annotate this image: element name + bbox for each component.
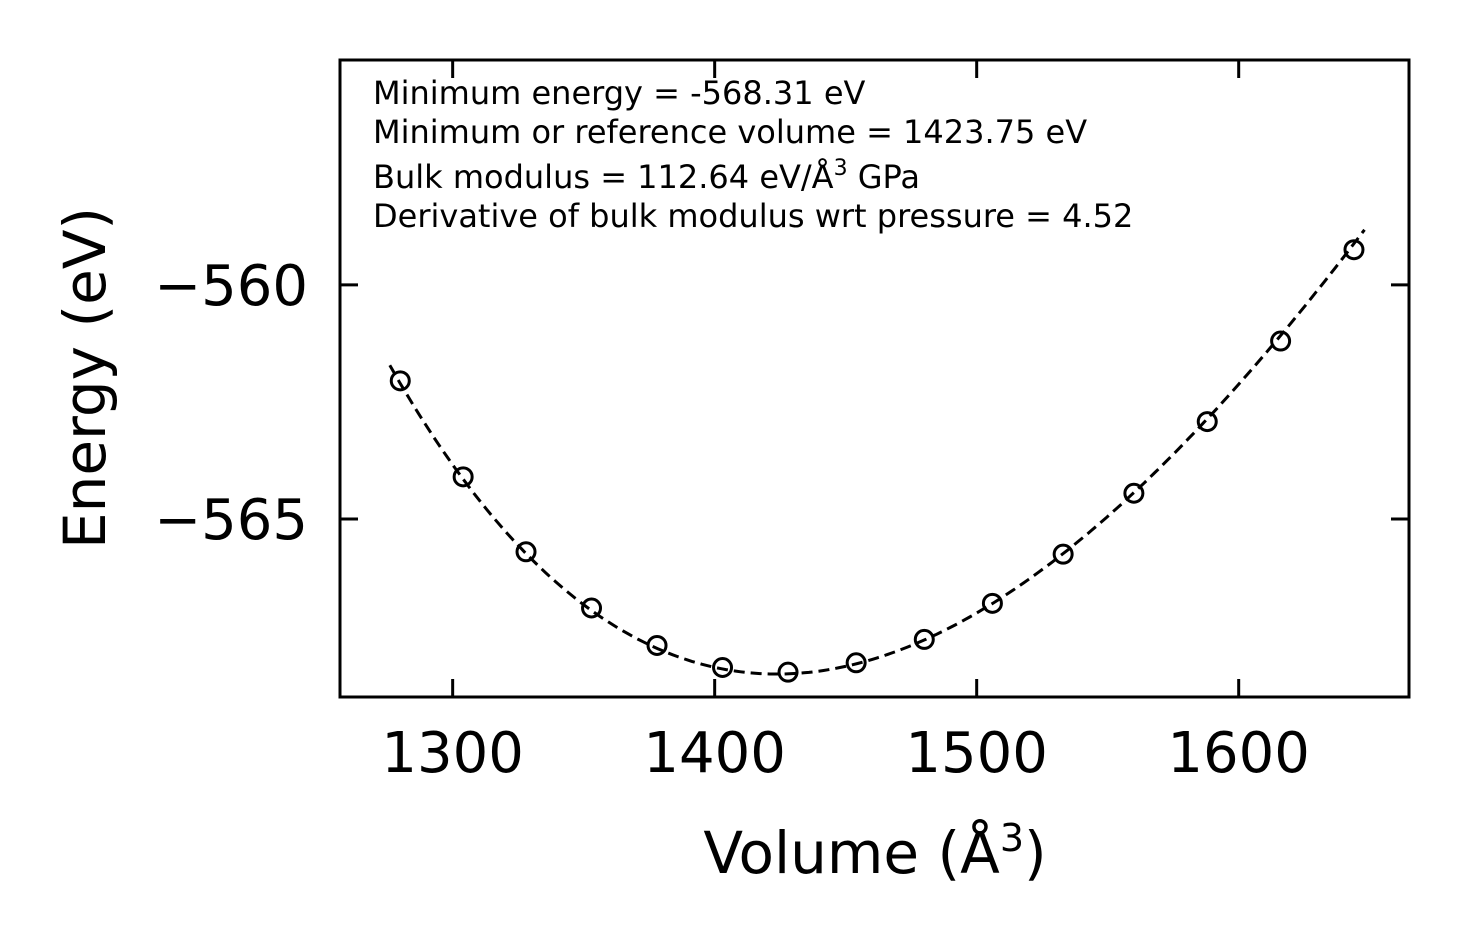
y-tick-label: −565 [154,488,308,553]
data-point [1123,482,1145,504]
data-point [845,652,867,674]
data-point [913,628,935,650]
x-tick-label: 1400 [643,721,786,786]
data-point [452,466,474,488]
x-tick-label: 1600 [1167,721,1310,786]
data-point [712,656,734,678]
annotation-bulk-derivative: Derivative of bulk modulus wrt pressure … [373,197,1133,235]
data-point [581,597,603,619]
x-tick-label: 1500 [905,721,1048,786]
data-points [389,239,1365,683]
y-axis-label: Energy (eV) [51,207,119,549]
y-axis-ticks: −560 −565 [154,254,1409,553]
data-point [1270,330,1292,352]
data-point [515,541,537,563]
fit-curve-group [388,228,1366,676]
data-point [389,370,411,392]
x-axis-label: Volume (Å3) [703,816,1046,887]
data-point [981,592,1003,614]
data-point [777,661,799,683]
fit-curve [388,228,1366,676]
annotation-ref-volume: Minimum or reference volume = 1423.75 eV [373,113,1087,151]
y-tick-label: −560 [154,254,308,319]
annotation-min-energy: Minimum energy = -568.31 eV [373,74,866,112]
data-point [646,634,668,656]
x-axis-ticks: 1300 1400 1500 1600 [381,60,1310,786]
x-tick-label: 1300 [381,721,524,786]
data-point [1052,543,1074,565]
data-point [1196,411,1218,433]
annotation-bulk-modulus: Bulk modulus = 112.64 eV/Å3 GPa [373,156,920,196]
plot-frame [338,58,1411,699]
data-point [1343,239,1365,261]
